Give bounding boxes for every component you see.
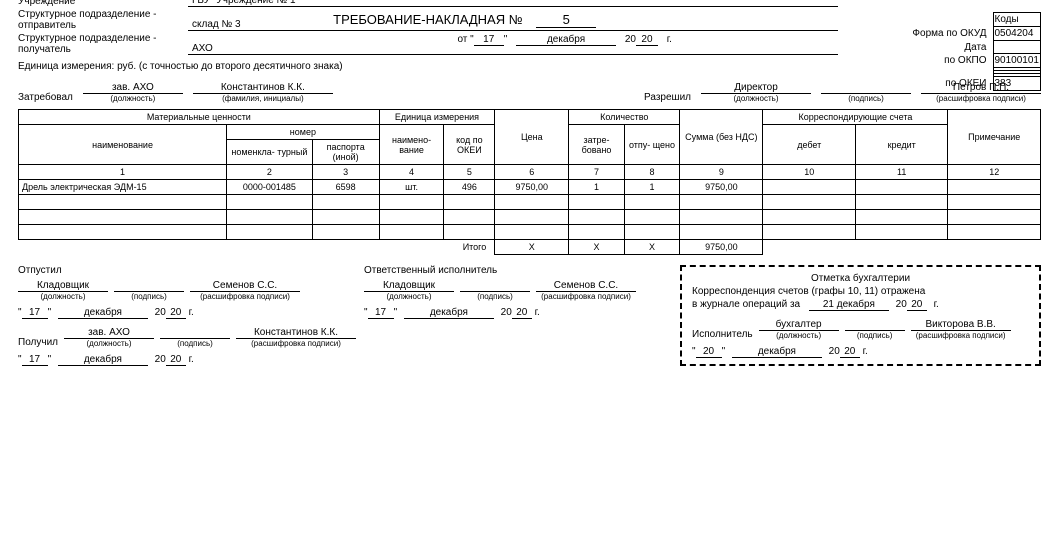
org-row: Учреждение ГБУ "Учреждение № 1" <box>18 0 838 7</box>
resp-block: Ответственный исполнитель Кладовщик(долж… <box>364 265 664 319</box>
table-row <box>19 210 1041 225</box>
unit-label: Единица измерения: руб. (с точностью до … <box>18 61 838 72</box>
table-row: Дрель электрическая ЭДМ-15 0000-00148565… <box>19 180 1041 195</box>
total-row: Итого ХХХ 9750,00 <box>19 240 1041 255</box>
accounting-box: Отметка бухгалтерии Корреспонденция счет… <box>680 265 1041 366</box>
table-row <box>19 225 1041 240</box>
released-block: Отпустил Кладовщик(должность) (подпись) … <box>18 265 348 366</box>
items-table: Материальные ценности Единица измерения … <box>18 109 1041 255</box>
codes-table: Коды Форма по ОКУД0504204 Дата по ОКПО90… <box>911 12 1041 91</box>
received-block: Получил зав. АХО(должность) (подпись) Ко… <box>18 327 348 366</box>
req-appr-row: Затребовал зав. АХО(должность) Константи… <box>18 82 1041 103</box>
table-row <box>19 195 1041 210</box>
